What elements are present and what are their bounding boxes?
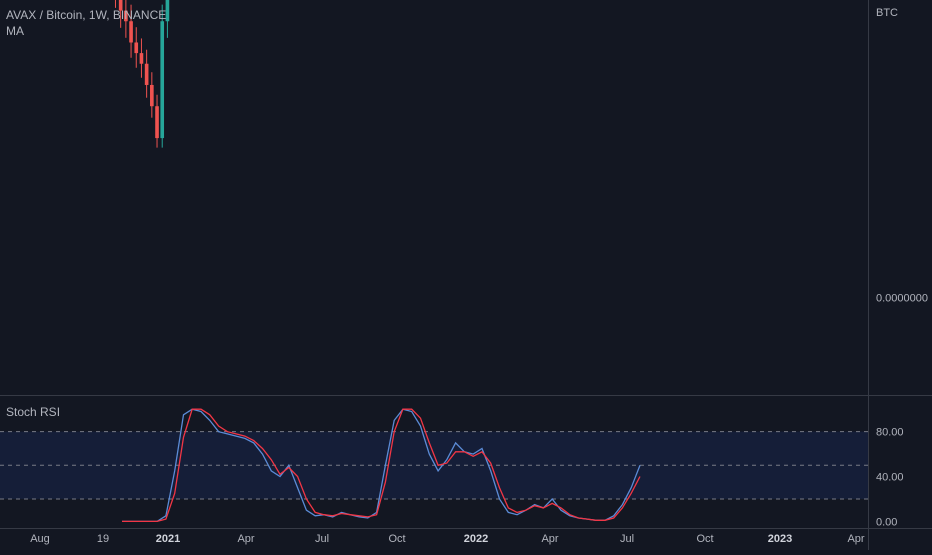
candle-body [155,106,159,139]
price-currency-label: BTC [876,7,898,19]
candle-body [139,53,144,64]
time-tick-label: 2022 [464,533,488,545]
candle-body [129,21,133,43]
time-tick-label: Jul [315,533,329,545]
stoch-rsi-k-line [122,408,641,523]
rsi-tick-label: 0.00 [876,516,897,528]
time-tick-label: Oct [696,533,713,545]
candle-body [165,0,170,22]
ma-legend[interactable]: MA [6,24,24,38]
time-tick-label: Jul [620,533,634,545]
time-tick-label: Apr [847,533,864,545]
candle-body [150,84,154,107]
price-tick-label: 0.0000000 [876,292,928,304]
candle-body [144,63,149,85]
rsi-tick-label: 40.00 [876,472,904,484]
symbol-legend[interactable]: AVAX / Bitcoin, 1W, BINANCE [6,8,167,22]
time-tick-label: Oct [388,533,405,545]
stoch-rsi-legend[interactable]: Stoch RSI [6,405,61,419]
time-tick-label: Aug [30,533,50,545]
time-tick-label: 19 [97,533,109,545]
time-tick-label: 2021 [156,533,180,545]
time-tick-label: 2023 [768,533,792,545]
time-tick-label: Apr [541,533,558,545]
candle-body [134,42,139,54]
time-tick-label: Apr [237,533,254,545]
rsi-tick-label: 80.00 [876,427,904,439]
candle-body [160,21,165,139]
stoch-rsi-d-line [122,408,641,523]
candle-body [124,10,128,22]
candle-body [118,0,123,11]
